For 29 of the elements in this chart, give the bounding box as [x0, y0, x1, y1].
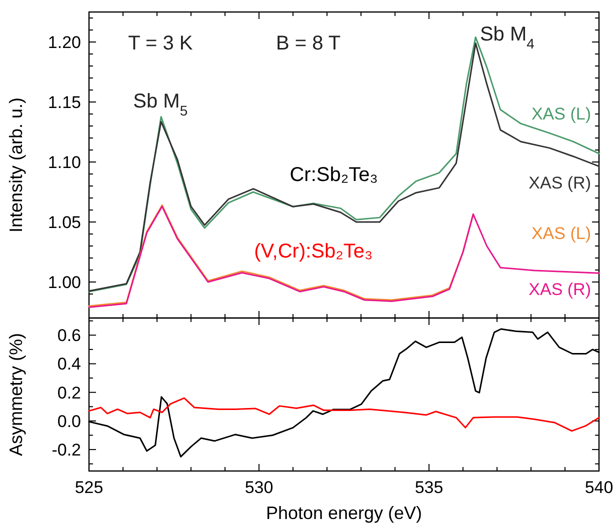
- x-tick-label: 525: [74, 478, 104, 497]
- x-tick-label: 530: [244, 478, 274, 497]
- y-tick-label: 0.6: [57, 326, 81, 346]
- y-tick-label: 0.2: [57, 383, 81, 402]
- x-tick-label: 540: [584, 478, 614, 497]
- annotation: (V,Cr):Sb₂Te₃: [254, 240, 373, 263]
- annotation: Sb M$_{5}$: [133, 90, 188, 119]
- series-label: XAS (R): [528, 173, 591, 192]
- series-label: XAS (R): [528, 280, 591, 300]
- y-axis-title: Intensity (arb. u.): [6, 97, 26, 233]
- y-tick-label: -0.2: [52, 440, 81, 460]
- annotation: Cr:Sb₂Te₃: [290, 164, 378, 186]
- annotation: Sb M$_{4}$: [480, 23, 535, 52]
- series-label: XAS (L): [531, 104, 591, 124]
- line-series: [88, 397, 600, 432]
- y-tick-label: 1.10: [48, 152, 81, 172]
- y-tick-label: 1.05: [48, 212, 81, 232]
- text: XAS (L): [531, 224, 591, 244]
- y-tick-label: 0.0: [57, 412, 81, 431]
- annotation: T = 3 K: [128, 32, 194, 55]
- y-tick-label: 1.20: [48, 32, 81, 52]
- x-axis-title: Photon energy (eV): [266, 503, 422, 523]
- y-tick-label: 1.00: [48, 272, 81, 292]
- line-series: [88, 206, 600, 308]
- y-tick-label: 0.4: [57, 354, 81, 374]
- annotation: B = 8 T: [276, 32, 341, 55]
- x-tick-label: 535: [414, 478, 444, 497]
- y-tick-label: 1.15: [48, 92, 81, 112]
- y-axis-title: Asymmetry (%): [6, 333, 26, 456]
